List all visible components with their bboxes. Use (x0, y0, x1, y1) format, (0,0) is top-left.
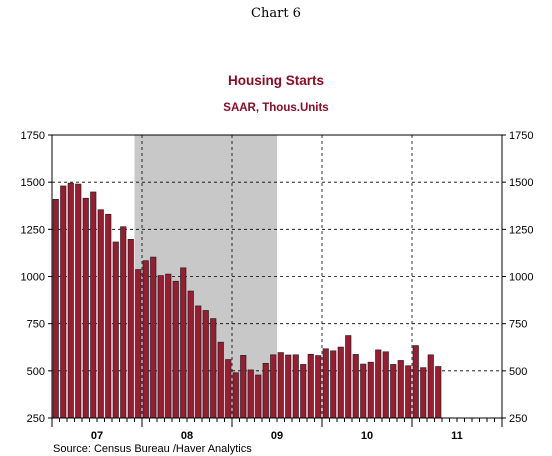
bar (300, 364, 307, 419)
bar (187, 290, 194, 419)
bar (105, 213, 112, 419)
y-tick-label-right: 1500 (509, 177, 533, 189)
y-tick-label-right: 1250 (509, 224, 533, 236)
bar (322, 348, 329, 419)
axes: 250 250 500 500 750 750 1000 1000 1250 1250 1500 15… (21, 130, 534, 442)
bar (135, 269, 142, 419)
bar (240, 355, 247, 419)
bar (405, 365, 412, 419)
bar (127, 239, 134, 419)
y-tick-label-left: 1500 (21, 177, 45, 189)
y-tick-label-right: 750 (509, 319, 527, 331)
bar (165, 273, 172, 419)
y-tick-label-left: 750 (27, 319, 45, 331)
bar (367, 361, 374, 419)
y-tick-label-left: 1250 (21, 224, 45, 236)
bar (360, 363, 367, 419)
bar (390, 364, 397, 419)
bar (112, 241, 119, 419)
y-tick-label-right: 1000 (509, 272, 533, 284)
bar (435, 366, 442, 419)
bar (217, 341, 224, 419)
bar (427, 354, 434, 419)
bar (285, 354, 292, 419)
bar (307, 353, 314, 419)
bar (315, 355, 322, 419)
bar (180, 267, 187, 419)
bar (142, 260, 149, 419)
y-tick-label-right: 500 (509, 366, 527, 378)
bar (420, 367, 427, 419)
gridlines (52, 135, 502, 418)
bar (375, 349, 382, 419)
bar (382, 351, 389, 419)
chart-title: Housing Starts (228, 73, 324, 88)
y-tick-label-right: 1750 (509, 130, 533, 142)
source-note: Source: Census Bureau /Haver Analytics (53, 443, 252, 455)
bar (60, 185, 67, 419)
bar (90, 191, 97, 419)
y-tick-label-right: 250 (509, 413, 527, 425)
bar (97, 209, 104, 419)
bar (157, 275, 164, 419)
bar (412, 345, 419, 419)
bar (150, 256, 157, 419)
bar (195, 305, 202, 419)
bar (225, 359, 232, 419)
bar (210, 318, 217, 419)
bar (255, 374, 262, 419)
y-tick-label-left: 1000 (21, 272, 45, 284)
bar (337, 346, 344, 419)
x-tick-label: 09 (271, 430, 283, 442)
bar (172, 280, 179, 419)
bar (232, 372, 239, 419)
y-tick-label-left: 500 (27, 366, 45, 378)
bar (292, 354, 299, 419)
y-tick-label-left: 250 (27, 413, 45, 425)
x-tick-label: 08 (181, 430, 193, 442)
x-tick-label: 10 (361, 430, 373, 442)
x-tick-label: 07 (91, 430, 103, 442)
bar (202, 310, 209, 419)
bar (52, 199, 59, 419)
chart-subtitle: SAAR, Thous.Units (223, 102, 328, 114)
bar (397, 360, 404, 419)
bar (345, 335, 352, 419)
bar (247, 369, 254, 419)
bar (82, 197, 89, 419)
bar (352, 354, 359, 419)
bar (270, 354, 277, 419)
bar (277, 352, 284, 419)
bar (262, 362, 269, 419)
bar (67, 182, 74, 419)
bar (330, 350, 337, 419)
x-tick-label: 11 (451, 430, 463, 442)
page-header: Chart 6 (251, 6, 301, 21)
y-tick-label-left: 1750 (21, 130, 45, 142)
bar (75, 183, 82, 419)
bar (120, 226, 127, 419)
